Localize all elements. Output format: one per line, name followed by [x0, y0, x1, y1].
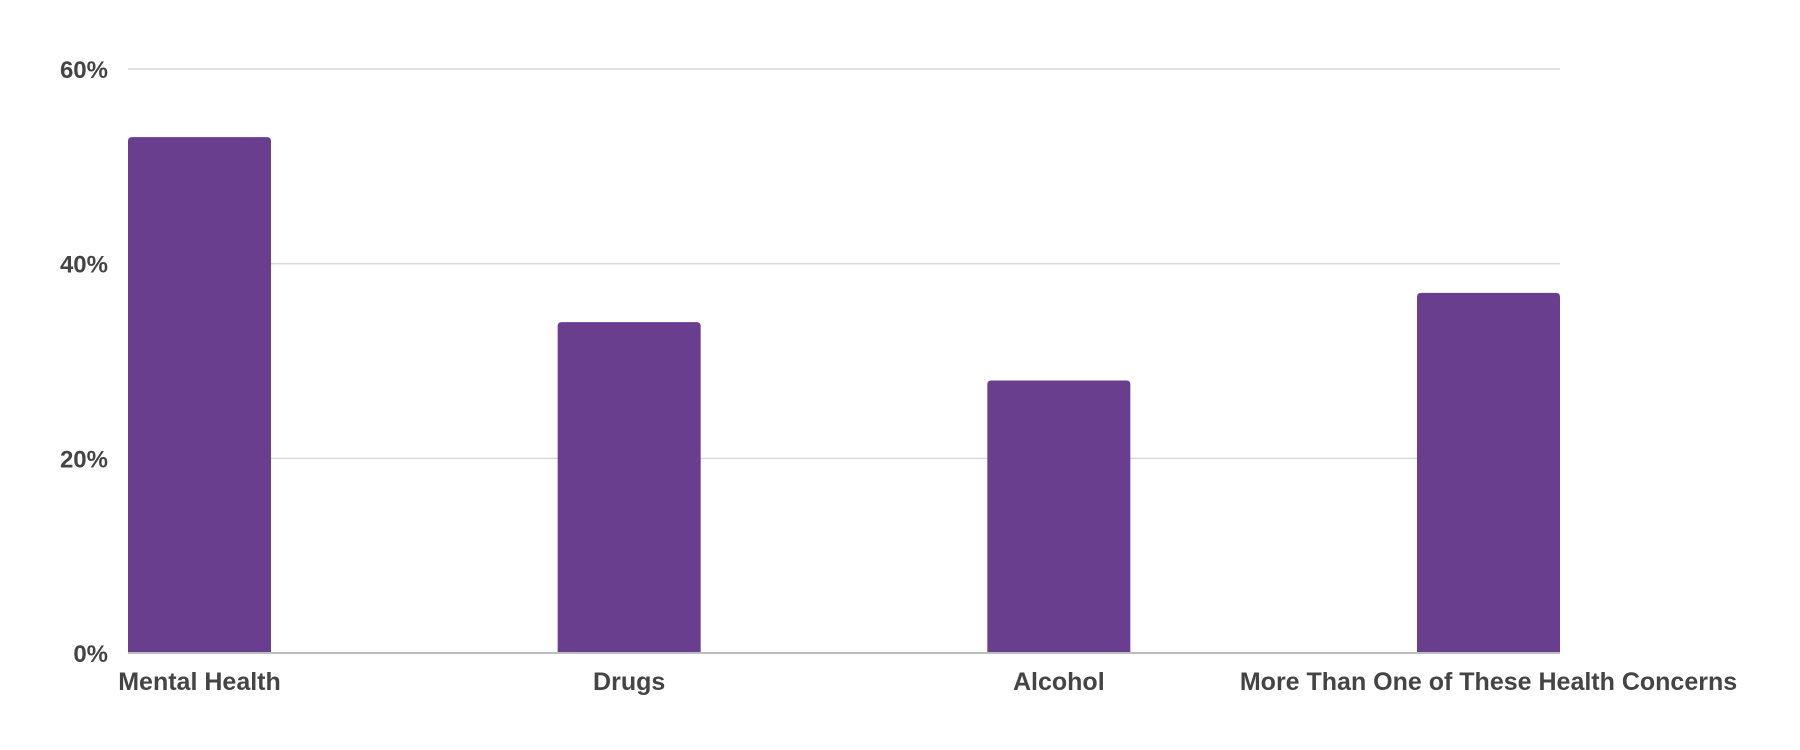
bar: [987, 380, 1131, 653]
x-category-label: Drugs: [593, 668, 665, 696]
bar: [1417, 292, 1560, 653]
y-tick-label: 20%: [60, 446, 108, 473]
x-category-label: Mental Health: [118, 668, 281, 696]
y-tick-label: 0%: [73, 641, 108, 668]
labels: 0% 20% 40% 60% Mental Health Drugs Alcohol More…: [60, 57, 1737, 696]
bar: [128, 137, 271, 654]
y-tick-label: 40%: [60, 252, 108, 279]
y-tick-label: 60%: [60, 57, 108, 84]
x-category-label: More Than One of These Health Concerns: [1240, 668, 1737, 696]
x-category-label: Alcohol: [1013, 668, 1105, 696]
bar: [557, 322, 701, 653]
gridlines: [128, 68, 1560, 460]
bars: [128, 137, 1560, 654]
